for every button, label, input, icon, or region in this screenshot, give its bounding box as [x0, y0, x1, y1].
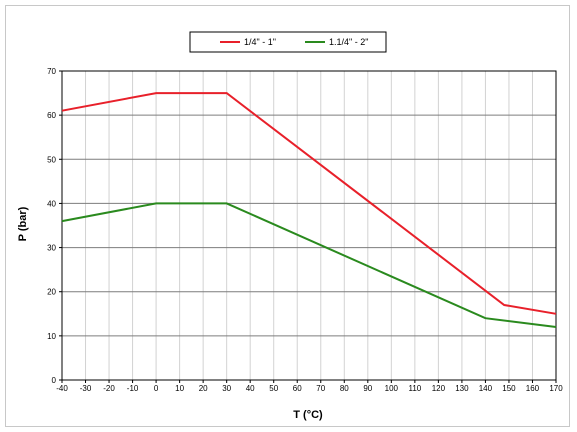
legend-label-series-2: 1.1/4" - 2": [329, 37, 368, 47]
x-tick-label: 70: [316, 384, 325, 393]
y-tick-label: 10: [47, 332, 56, 341]
x-axis-label: T (°C): [293, 409, 323, 421]
x-tick-label: 60: [293, 384, 302, 393]
x-tick-label: 100: [385, 384, 399, 393]
y-tick-labels: 0 10 20 30 40 50 60 70: [47, 67, 62, 385]
x-tick-label: 30: [222, 384, 231, 393]
y-tick-label: 60: [47, 111, 56, 120]
x-tick-labels: -40 -30 -20 -10 0 10 20 30 40 50 60 70 80 90 100 110 120…: [56, 380, 563, 393]
plot-area: [61, 70, 557, 381]
y-tick-label: 50: [47, 155, 56, 164]
x-tick-label: 120: [432, 384, 446, 393]
chart-frame: [5, 5, 570, 427]
x-tick-label: -20: [103, 384, 115, 393]
x-tick-label: 50: [269, 384, 278, 393]
x-tick-label: 80: [340, 384, 349, 393]
legend-label-series-1: 1/4" - 1": [244, 37, 276, 47]
x-tick-label: 170: [549, 384, 563, 393]
x-tick-label: 0: [154, 384, 159, 393]
y-tick-label: 0: [52, 376, 57, 385]
y-tick-label: 30: [47, 244, 56, 253]
plot-border: [61, 70, 557, 381]
x-tick-label: -30: [80, 384, 92, 393]
x-tick-label: -40: [56, 384, 68, 393]
y-axis-label: P (bar): [17, 206, 29, 241]
y-tick-label: 40: [47, 199, 56, 208]
grid: [61, 70, 557, 380]
x-tick-label: 160: [526, 384, 540, 393]
series-line-1: [61, 92, 557, 315]
series-lines: [61, 92, 557, 328]
y-tick-label: 70: [47, 67, 56, 76]
y-tick-label: 20: [47, 288, 56, 297]
legend: 1/4" - 1" 1.1/4" - 2": [189, 31, 387, 53]
legend-box: [189, 31, 387, 53]
x-tick-label: 90: [363, 384, 372, 393]
x-tick-label: 150: [502, 384, 516, 393]
series-line-2: [61, 202, 557, 328]
x-tick-label: 20: [199, 384, 208, 393]
x-tick-label: 130: [455, 384, 469, 393]
x-tick-label: -10: [127, 384, 139, 393]
x-tick-label: 40: [246, 384, 255, 393]
x-tick-label: 110: [408, 384, 421, 393]
x-tick-label: 140: [479, 384, 493, 393]
x-tick-label: 10: [175, 384, 184, 393]
